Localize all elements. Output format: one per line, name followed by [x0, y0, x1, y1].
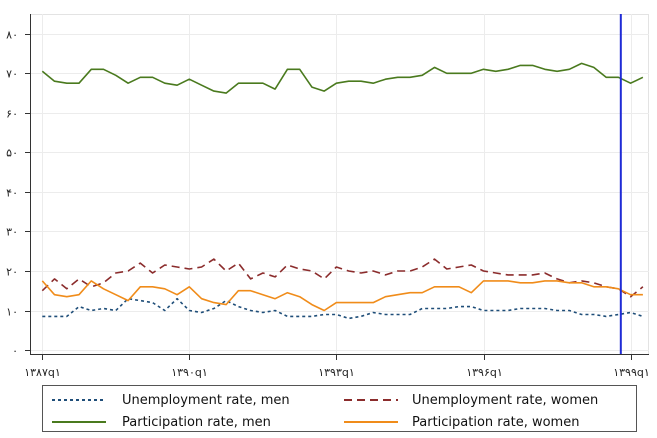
- series-layer: [41, 62, 644, 320]
- x-tick-label: ۱۳۹۶q۱: [466, 366, 503, 379]
- series-participation-women: [41, 280, 643, 312]
- y-tick-label: ۸۰: [6, 29, 18, 42]
- legend-label-participation-women: Participation rate, women: [412, 415, 579, 430]
- y-tick-label: ۱۰: [6, 306, 18, 319]
- x-tick-label: ۱۳۸۷q۱: [24, 366, 61, 379]
- y-tick-label: ۰: [12, 345, 18, 358]
- x-ticks: ۱۳۸۷q۱ ۱۳۹۰q۱ ۱۳۹۳q۱ ۱۳۹۶q۱ ۱۳۹۹q۱: [24, 354, 650, 379]
- grid: [30, 14, 649, 354]
- x-tick-label: ۱۳۹۳q۱: [318, 366, 355, 379]
- legend-label-unemployment-men: Unemployment rate, men: [122, 393, 290, 408]
- series-unemployment-men: [42, 297, 644, 320]
- y-tick-label: ۳۰: [6, 226, 18, 239]
- legend-box: [42, 385, 637, 432]
- axes: [30, 14, 649, 355]
- y-tick-label: ۴۰: [6, 187, 18, 200]
- x-tick-label: ۱۳۹۰q۱: [171, 366, 208, 379]
- y-tick-label: ۲۰: [6, 266, 18, 279]
- legend: Unemployment rate, men Unemployment rate…: [42, 385, 637, 432]
- plot-frame: [30, 14, 649, 355]
- y-ticks: ۰ ۱۰ ۲۰ ۳۰ ۴۰ ۵۰ ۶۰ ۷۰ ۸۰: [6, 29, 30, 358]
- x-tick-label: ۱۳۹۹q۱: [613, 366, 650, 379]
- series-participation-men: [41, 62, 644, 94]
- legend-label-unemployment-women: Unemployment rate, women: [412, 393, 598, 408]
- y-tick-label: ۶۰: [6, 108, 18, 121]
- y-tick-label: ۷۰: [6, 68, 18, 81]
- legend-label-participation-men: Participation rate, men: [122, 415, 271, 430]
- y-tick-label: ۵۰: [6, 147, 18, 160]
- series-unemployment-women: [41, 258, 644, 298]
